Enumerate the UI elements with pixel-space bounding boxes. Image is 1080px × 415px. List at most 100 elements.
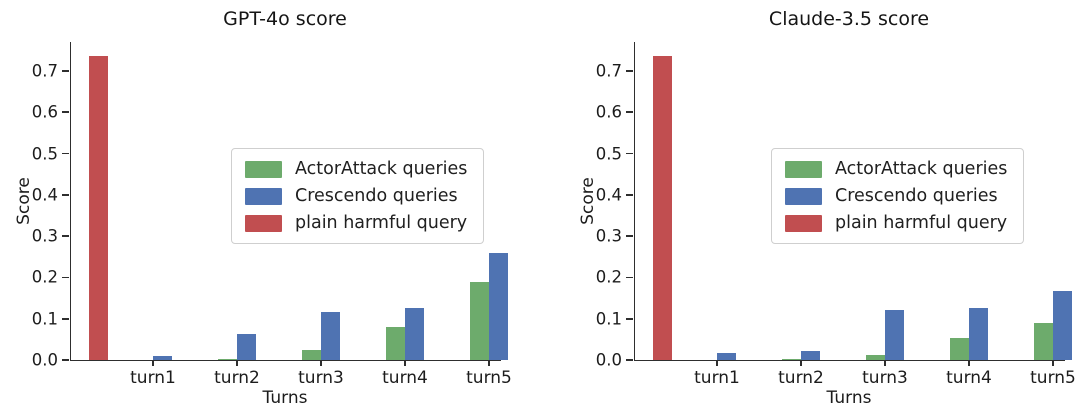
y-tick-label: 0.1 [31,309,58,329]
y-tick-mark [62,276,70,279]
x-tick-label: turn1 [694,368,740,388]
y-tick-label: 0.1 [595,309,622,329]
x-tick-mark [152,360,154,366]
y-tick-label: 0.6 [31,102,58,122]
y-tick-mark [62,359,70,361]
bar-crescendo-turn1 [717,353,736,360]
chart-title: Claude-3.5 score [768,8,930,30]
legend-entry: ActorAttack queries [785,159,1007,179]
y-tick-label: 0.5 [31,144,58,164]
x-tick-mark [404,360,406,366]
x-tick-label: turn2 [214,368,260,388]
legend-label: plain harmful query [835,213,1008,233]
y-tick-label: 0.7 [31,61,58,81]
chart-claude35-score: Claude-3.5 score Score 0.0 0.1 0.2 0.3 0.4 0.… [540,0,1080,415]
y-tick-mark [626,359,634,361]
x-axis-label: Turns [262,388,308,408]
y-tick-label: 0.7 [595,61,622,81]
legend-swatch-icon [785,160,822,178]
y-tick-mark [626,276,634,279]
bar-crescendo-turn3 [885,309,904,360]
x-tick-mark [1052,360,1054,366]
y-tick-label: 0.5 [595,144,622,164]
chart-title: GPT-4o score [223,8,347,30]
y-tick-mark [626,235,634,237]
legend-label: ActorAttack queries [295,159,468,179]
x-tick-label: turn4 [946,368,992,388]
x-tick-label: turn5 [466,368,512,388]
bar-crescendo-turn5 [1053,291,1072,360]
legend-swatch-icon [245,160,282,178]
y-tick-mark [62,152,70,155]
y-tick-label: 0.2 [31,267,58,287]
x-tick-mark [488,360,490,366]
bar-crescendo-turn1 [153,355,172,360]
bar-crescendo-turn3 [321,312,340,360]
plot-area: 0.0 0.1 0.2 0.3 0.4 0.5 0.6 0.7 turn1 turn2 turn3… [596,42,1076,388]
legend-label: ActorAttack queries [835,159,1008,179]
bar-crescendo-turn4 [405,308,424,360]
x-tick-mark [884,360,886,366]
y-tick-label: 0.0 [31,350,58,370]
legend-swatch-icon [785,214,822,232]
bar-actorattack-turn2 [782,359,801,360]
y-tick-mark [62,317,70,320]
y-tick-mark [62,70,70,72]
x-axis-label: Turns [826,388,872,408]
bar-actorattack-turn2 [218,359,237,360]
legend-label: plain harmful query [295,213,468,233]
y-tick-mark [626,317,634,320]
y-tick-mark [626,193,634,196]
y-tick-mark [62,193,70,196]
bar-actorattack-turn5 [470,281,489,360]
bar-actorattack-turn5 [1034,323,1053,360]
x-tick-label: turn3 [862,368,908,388]
legend-entry: plain harmful query [245,213,467,233]
legend-swatch-icon [785,187,822,205]
y-tick-label: 0.6 [595,102,622,122]
bar-plain-harmful-query [89,56,108,360]
bar-actorattack-turn4 [950,338,969,360]
y-tick-label: 0.4 [595,185,622,205]
legend-swatch-icon [245,187,282,205]
y-tick-label: 0.4 [31,185,58,205]
y-tick-mark [62,235,70,237]
x-tick-mark [968,360,970,366]
x-tick-label: turn2 [778,368,824,388]
x-tick-label: turn5 [1030,368,1076,388]
x-tick-label: turn4 [382,368,428,388]
chart-gpt4o-score: GPT-4o score Score 0.0 0.1 0.2 0.3 0.4 0.5 0.6… [14,8,512,408]
x-tick-mark [716,360,718,366]
bar-actorattack-turn3 [866,355,885,360]
bar-crescendo-turn2 [237,333,256,360]
x-tick-mark [320,360,322,366]
plot-area: 0.0 0.1 0.2 0.3 0.4 0.5 0.6 0.7 turn1 turn2 turn3… [32,42,512,388]
y-tick-label: 0.2 [595,267,622,287]
legend-label: Crescendo queries [295,186,458,206]
y-tick-label: 0.3 [595,226,622,246]
legend-entry: Crescendo queries [785,186,1007,206]
legend: ActorAttack queries Crescendo queries plai… [771,148,1025,244]
y-tick-label: 0.3 [31,226,58,246]
bar-plain-harmful-query [653,56,672,360]
y-tick-mark [626,111,634,114]
legend-entry: ActorAttack queries [245,159,467,179]
y-tick-label: 0.0 [595,350,622,370]
bar-actorattack-turn4 [386,327,405,360]
x-tick-label: turn1 [130,368,176,388]
y-tick-mark [626,152,634,155]
x-tick-label: turn3 [298,368,344,388]
legend: ActorAttack queries Crescendo queries plai… [231,148,485,244]
bar-crescendo-turn2 [801,350,820,360]
x-tick-mark [236,360,238,366]
legend-entry: Crescendo queries [245,186,467,206]
bar-crescendo-turn5 [489,253,508,360]
y-tick-mark [626,70,634,72]
legend-swatch-icon [245,214,282,232]
y-tick-mark [62,111,70,114]
bar-actorattack-turn3 [302,350,321,360]
x-tick-mark [800,360,802,366]
legend-entry: plain harmful query [785,213,1007,233]
legend-label: Crescendo queries [835,186,998,206]
